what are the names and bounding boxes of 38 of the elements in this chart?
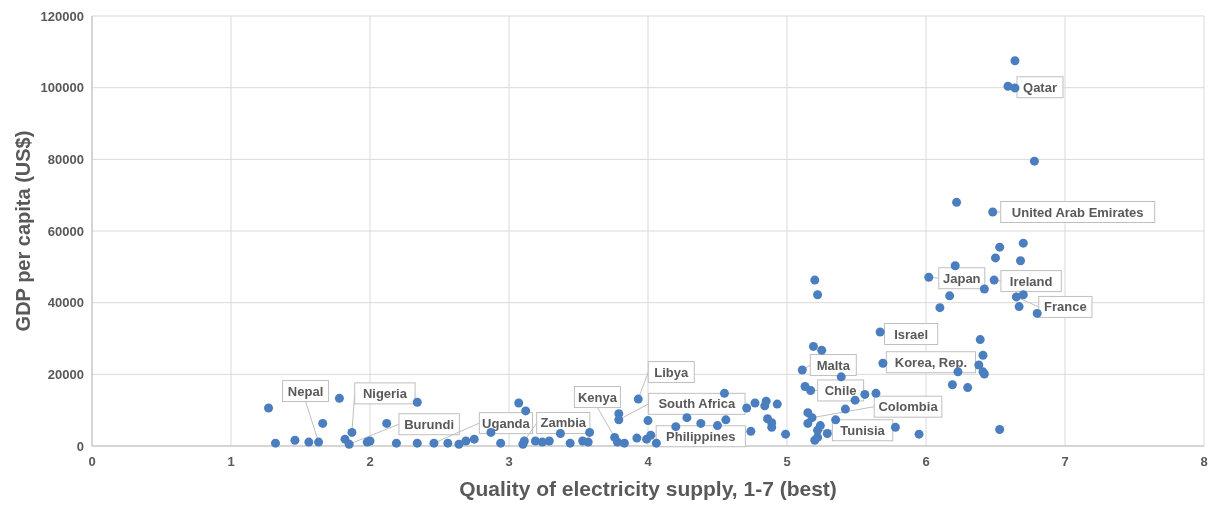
annotation: South Africa — [658, 396, 736, 412]
x-tick-label: 0 — [88, 454, 96, 469]
annotation: United Arab Emirates — [1011, 204, 1144, 220]
annotation: Korea, Rep. — [894, 354, 968, 370]
x-tick-label: 4 — [644, 454, 653, 469]
annotation: Israel — [894, 326, 929, 342]
annotation: Japan — [942, 270, 981, 286]
x-tick-label: 2 — [366, 454, 374, 469]
annotation: Kenya — [577, 389, 618, 405]
annotation: Chile — [824, 382, 857, 398]
annotation: Burundi — [404, 416, 455, 432]
annotation: France — [1044, 299, 1087, 315]
y-tick-label: 40000 — [47, 295, 84, 311]
y-tick-label: 0 — [76, 438, 84, 454]
x-tick-label: 3 — [505, 454, 513, 469]
x-tick-label: 5 — [783, 454, 791, 469]
annotation: Qatar — [1023, 79, 1057, 95]
y-tick-label: 60000 — [47, 223, 84, 239]
annotation: Colombia — [878, 399, 939, 415]
annotation: Malta — [816, 357, 851, 373]
annotation: Philippines — [666, 428, 736, 444]
annotation: Zambia — [540, 415, 587, 431]
y-tick-label: 80000 — [47, 151, 84, 167]
x-tick-label: 6 — [922, 454, 930, 469]
x-tick-label: 8 — [1200, 454, 1208, 469]
annotation: Nigeria — [362, 385, 408, 401]
y-tick-label: 20000 — [47, 366, 84, 382]
annotation: Uganda — [482, 415, 531, 431]
annotation: Tunisia — [840, 422, 886, 438]
annotation: Nepal — [287, 383, 324, 399]
annotation: Libya — [654, 364, 690, 380]
annotation: Ireland — [1009, 273, 1053, 289]
y-tick-label: 100000 — [40, 80, 84, 96]
y-axis-title: GDP per capita (US$) — [12, 130, 34, 332]
y-tick-label: 120000 — [40, 8, 84, 24]
x-tick-label: 1 — [227, 454, 235, 469]
x-tick-label: 7 — [1061, 454, 1069, 469]
x-axis-title: Quality of electricity supply, 1-7 (best) — [459, 477, 837, 500]
